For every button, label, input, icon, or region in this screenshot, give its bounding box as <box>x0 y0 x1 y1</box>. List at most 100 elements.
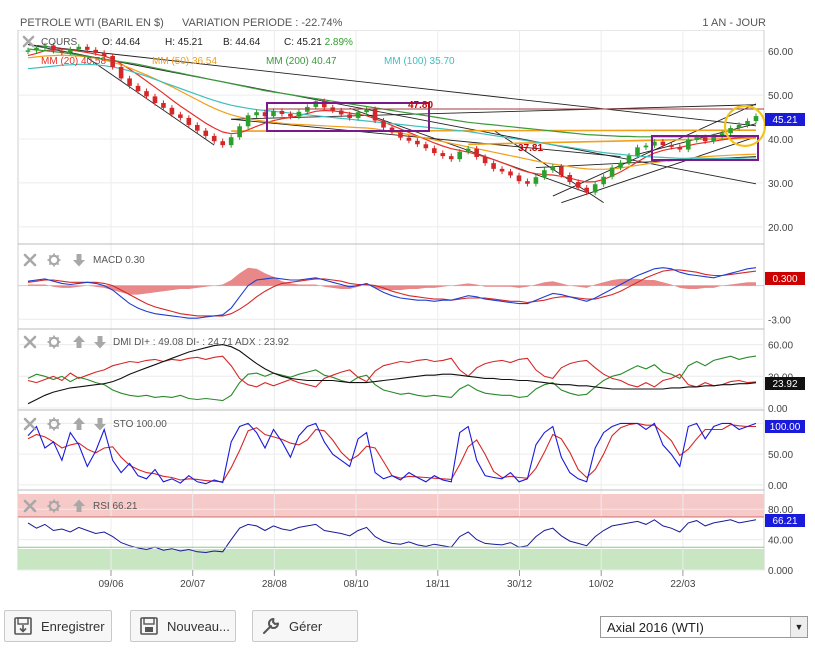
candle-body <box>254 112 259 116</box>
candle-body <box>592 184 598 193</box>
candle-body <box>406 137 412 141</box>
x-tick-label: 30/12 <box>507 579 532 590</box>
candle-body <box>685 139 691 150</box>
new-button[interactable]: Nouveau... <box>130 610 236 642</box>
stochastic-series-line <box>27 422 757 485</box>
candle-body <box>533 177 539 184</box>
macd-panel[interactable]: MACD 0.30 0.300 <box>18 253 805 319</box>
svg-text:H: 45.21: H: 45.21 <box>165 37 203 48</box>
y-tick-label: 0.000 <box>768 566 793 577</box>
y-tick-label: 40.00 <box>768 536 793 547</box>
candle-body <box>575 182 581 188</box>
candle-body <box>110 56 115 67</box>
ohlc-c-label: C: <box>284 37 294 48</box>
new-file-icon <box>139 616 159 636</box>
chart-area[interactable]: 09/06 20/07 28/08 08/10 18/11 30/12 10/02 22/03… <box>0 30 815 600</box>
dmi-tag-value: 23.92 <box>772 379 797 390</box>
candle-body <box>559 166 564 176</box>
dmi-label: DMI DI+ : 49.08 DI- : 24.71 ADX : 23.92 <box>113 337 289 348</box>
ohlc-high: 45.21 <box>178 37 203 48</box>
candle-body <box>279 110 285 114</box>
candle-body <box>525 181 530 184</box>
price-panel[interactable]: 47.80 37.81 COURS O: 44.64 H: 45.21 B: 4… <box>22 35 805 204</box>
y-axis: 20.0030.0040.0050.0060.00-3.000.0030.006… <box>768 47 799 577</box>
y-tick-label: 40.00 <box>768 135 793 146</box>
x-tick-label: 09/06 <box>98 579 123 590</box>
candle-body <box>398 132 403 138</box>
candle-body <box>68 49 73 53</box>
save-button[interactable]: Enregistrer <box>4 610 112 642</box>
x-tick-label: 08/10 <box>344 579 369 590</box>
y-tick-label: 0.00 <box>768 404 788 415</box>
candle-body <box>643 145 649 148</box>
ohlc-h-label: H: <box>165 37 175 48</box>
candle-body <box>753 116 759 121</box>
candle-body <box>144 91 149 97</box>
annotation-high: 47.80 <box>408 100 433 111</box>
dmi-panel[interactable]: DMI DI+ : 49.08 DI- : 24.71 ADX : 23.92 … <box>23 335 805 405</box>
ohlc-open: 44.64 <box>115 37 140 48</box>
candle-body <box>51 45 56 51</box>
sto-value: 100.00 <box>136 419 167 430</box>
x-axis: 09/06 20/07 28/08 08/10 18/11 30/12 10/02 22/03 <box>98 570 696 590</box>
trendlines <box>27 44 757 204</box>
trendline <box>27 44 757 185</box>
consolidation-box <box>651 135 759 161</box>
x-tick-label: 18/11 <box>426 579 451 590</box>
candle-body <box>584 187 589 193</box>
candle-body <box>203 130 209 136</box>
y-tick-label: -3.00 <box>768 315 791 326</box>
trendline <box>231 104 757 120</box>
save-label: Enregistrer <box>41 618 105 634</box>
candle-body <box>271 110 276 117</box>
new-label: Nouveau... <box>167 618 230 634</box>
price-tag: 45.21 <box>765 113 805 126</box>
candle-body <box>25 50 31 52</box>
candle-body <box>355 112 361 118</box>
legend-mm100: MM (100) 35.70 <box>384 56 455 67</box>
stochastic-panel[interactable]: STO 100.00 100.00 <box>23 417 805 485</box>
manage-button[interactable]: Gérer <box>252 610 358 642</box>
candle-body <box>652 141 657 146</box>
period-selector[interactable]: 1 AN - JOUR <box>702 17 766 29</box>
dmi-series-line <box>27 355 757 388</box>
dropdown-arrow-icon[interactable]: ▼ <box>790 617 807 637</box>
ohlc-o-label: O: <box>102 37 113 48</box>
svg-text:STO 100.00: STO 100.00 <box>113 419 167 430</box>
candle-body <box>719 133 725 137</box>
svg-text:MACD 0.30: MACD 0.30 <box>93 255 145 266</box>
macd-histogram-area <box>28 267 756 295</box>
rsi-value: 66.21 <box>112 501 137 512</box>
candle-body <box>618 162 623 168</box>
candle-body <box>195 124 200 131</box>
sto-tag-value: 100.00 <box>770 422 801 433</box>
sto-tag <box>765 420 805 433</box>
candle-body <box>262 112 268 117</box>
trendline <box>87 57 215 146</box>
moving-average-line <box>27 48 757 138</box>
dmi-tag <box>765 377 805 390</box>
bottom-toolbar: Enregistrer Nouveau... Gérer <box>0 600 815 648</box>
stochastic-lines <box>27 422 757 485</box>
candle-body <box>211 135 217 142</box>
candle-body <box>677 146 683 150</box>
candle-body <box>288 113 293 117</box>
list-select[interactable]: Axial 2016 (WTI) ▼ <box>600 616 808 638</box>
candle-body <box>728 128 733 134</box>
y-tick-label: 60.00 <box>768 47 793 58</box>
wrench-icon <box>261 616 281 636</box>
candle-body <box>550 166 556 171</box>
consolidation-box <box>266 102 430 132</box>
candle-body <box>508 171 513 176</box>
candle-body <box>415 140 420 145</box>
candle-body <box>34 47 39 51</box>
candle-body <box>135 85 141 92</box>
rsi-panel[interactable]: RSI 66.21 66.21 <box>18 499 805 554</box>
candle-body <box>694 137 700 140</box>
macd-label: MACD <box>93 255 122 266</box>
support-line <box>468 137 757 146</box>
candle-body <box>169 107 175 115</box>
y-tick-label: 50.00 <box>768 450 793 461</box>
candle-body <box>482 157 488 164</box>
y-tick-label: 20.00 <box>768 223 793 234</box>
